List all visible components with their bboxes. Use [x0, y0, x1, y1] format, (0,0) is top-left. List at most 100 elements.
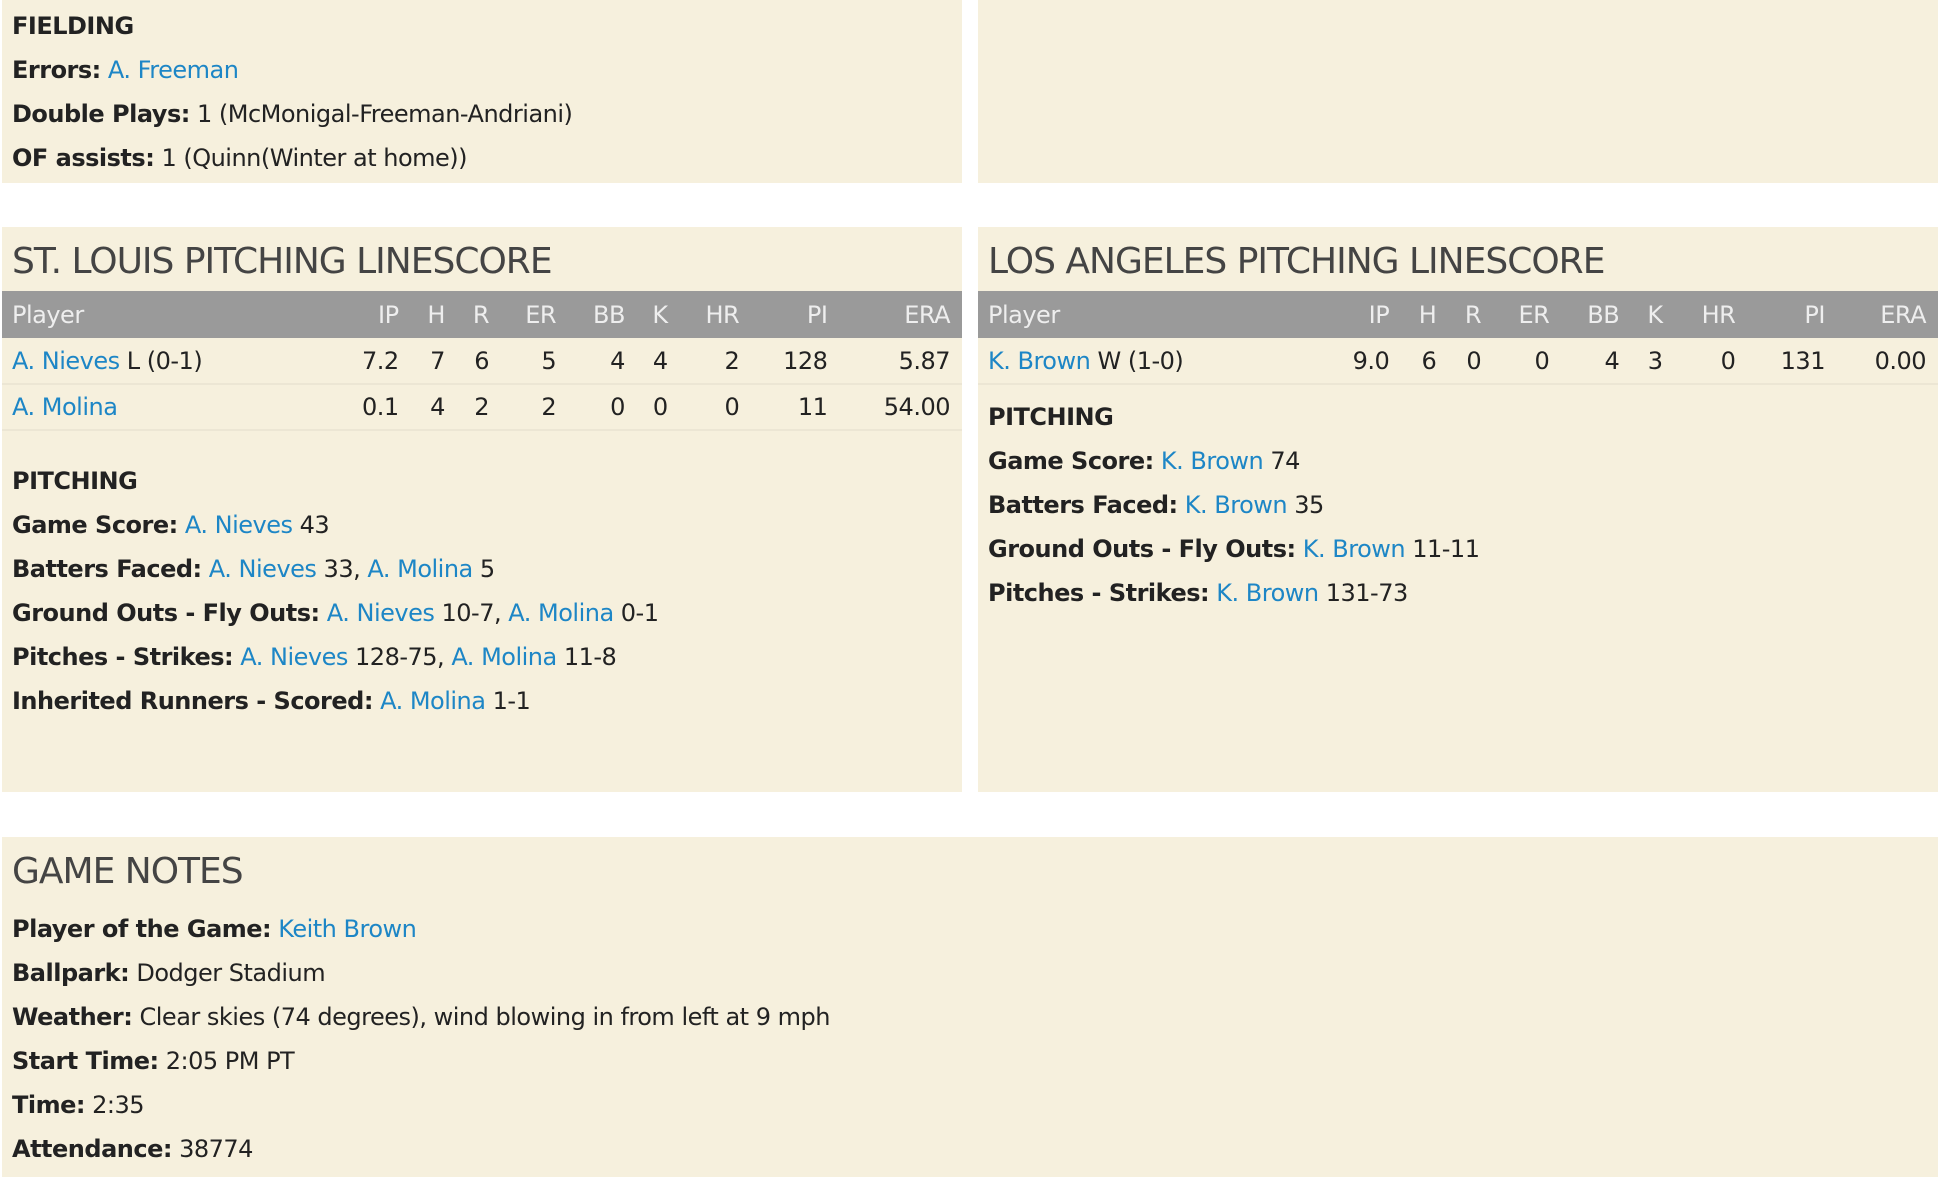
column-header: K: [636, 291, 680, 338]
player-link[interactable]: A. Molina: [451, 643, 557, 671]
stat-label: Pitches - Strikes:: [988, 579, 1210, 607]
stl-pitching-table: Player IP H R ER BB K HR PI ERA A. Nieves L (0-1) 7…: [2, 291, 962, 431]
stat-cell: 5: [501, 338, 569, 385]
stat-label: Ground Outs - Fly Outs:: [12, 599, 320, 627]
stat-value: Dodger Stadium: [136, 959, 326, 987]
column-header: PI: [1747, 291, 1837, 338]
column-header: H: [410, 291, 457, 338]
notes-title: GAME NOTES: [12, 851, 244, 892]
stat-line: OF assists: 1 (Quinn(Winter at home)): [2, 136, 962, 180]
stat-cell: 9.0: [1323, 338, 1402, 385]
stat-cell: 0.00: [1836, 338, 1938, 385]
stat-line: Ballpark: Dodger Stadium: [2, 951, 1938, 995]
player-link[interactable]: K. Brown: [1216, 579, 1319, 607]
stat-cell: 2: [456, 384, 502, 431]
player-link[interactable]: A. Molina: [367, 555, 473, 583]
stat-label: Double Plays:: [12, 100, 190, 128]
stat-cell: 7: [410, 338, 457, 385]
column-header: R: [456, 291, 502, 338]
stat-cell: 0: [1493, 338, 1562, 385]
stat-cell: 128: [751, 338, 840, 385]
stat-line: Game Score: K. Brown 74: [978, 439, 1938, 483]
player-link[interactable]: A. Molina: [508, 599, 614, 627]
stat-value: 0-1: [613, 599, 659, 627]
stat-cell: 0: [679, 384, 752, 431]
stat-cell: 131: [1747, 338, 1837, 385]
fielding-heading: FIELDING: [12, 12, 134, 40]
stat-value: 128-75,: [347, 643, 452, 671]
stat-value: Clear skies (74 degrees), wind blowing i…: [139, 1003, 831, 1031]
stat-value: 33,: [316, 555, 368, 583]
la-pitching-heading: PITCHING: [988, 403, 1114, 431]
stat-cell: 5.87: [839, 338, 962, 385]
stat-value: 1 (Quinn(Winter at home)): [161, 144, 468, 172]
player-link[interactable]: Keith Brown: [278, 915, 417, 943]
stat-cell: 4: [410, 384, 457, 431]
player-link[interactable]: K. Brown: [1184, 491, 1288, 519]
stl-title: ST. LOUIS PITCHING LINESCORE: [12, 241, 553, 282]
column-header: H: [1401, 291, 1449, 338]
stat-value: 11-11: [1405, 535, 1480, 563]
player-link[interactable]: K. Brown: [1302, 535, 1406, 563]
stat-value: 11-8: [556, 643, 617, 671]
column-header: Player: [978, 291, 1324, 338]
player-link[interactable]: K. Brown: [1160, 447, 1264, 475]
player-link[interactable]: A. Molina: [380, 687, 486, 715]
la-pitching-panel: LOS ANGELES PITCHING LINESCORE Player IP H…: [978, 227, 1938, 792]
stat-cell: 2: [501, 384, 569, 431]
stat-label: Ballpark:: [12, 959, 130, 987]
column-header: K: [1631, 291, 1675, 338]
stat-line: Batters Faced: A. Nieves 33, A. Molina 5: [2, 547, 962, 591]
stat-value: 2:05 PM PT: [165, 1047, 295, 1075]
column-header: Player: [2, 291, 335, 338]
player-link[interactable]: K. Brown: [988, 346, 1091, 375]
column-header: ERA: [1836, 291, 1938, 338]
stat-value: 131-73: [1318, 579, 1409, 607]
column-header: R: [1448, 291, 1494, 338]
stat-cell: 11: [751, 384, 840, 431]
stat-value: 74: [1263, 447, 1300, 475]
stat-label: Start Time:: [12, 1047, 159, 1075]
stat-value: 2:35: [92, 1091, 145, 1119]
player-link[interactable]: A. Molina: [12, 393, 118, 421]
player-cell: A. Nieves L (0-1): [2, 338, 335, 385]
stat-label: OF assists:: [12, 144, 155, 172]
stat-label: Errors:: [12, 56, 101, 84]
stat-line: Start Time: 2:05 PM PT: [2, 1039, 1938, 1083]
column-header: HR: [679, 291, 752, 338]
la-title: LOS ANGELES PITCHING LINESCORE: [988, 241, 1605, 282]
player-link[interactable]: A. Nieves: [326, 599, 435, 627]
stat-value: 35: [1287, 491, 1324, 519]
fielding-panel: FIELDING Errors: A. Freeman Double Plays:…: [2, 0, 962, 183]
stat-line: Pitches - Strikes: A. Nieves 128-75, A. …: [2, 635, 962, 679]
player-link[interactable]: A. Nieves: [208, 555, 317, 583]
column-header: IP: [334, 291, 411, 338]
player-link[interactable]: A. Nieves: [12, 346, 120, 375]
stat-cell: 4: [636, 338, 680, 385]
stat-label: Pitches - Strikes:: [12, 643, 234, 671]
stat-line: Double Plays: 1 (McMonigal-Freeman-Andri…: [2, 92, 962, 136]
stat-cell: 2: [679, 338, 752, 385]
stat-line: Player of the Game: Keith Brown: [2, 907, 1938, 951]
pitcher-row: A. Molina 0.1 4 2 2 0 0 0 11 54.00: [2, 384, 962, 431]
stat-cell: 0: [636, 384, 680, 431]
column-header: BB: [1561, 291, 1632, 338]
stat-label: Batters Faced:: [12, 555, 202, 583]
player-link[interactable]: A. Nieves: [240, 643, 348, 671]
stat-cell: 0: [1448, 338, 1494, 385]
stat-value: 38774: [179, 1135, 253, 1163]
la-pitching-table: Player IP H R ER BB K HR PI ERA K. Brown W (1-0) 9.…: [978, 291, 1938, 385]
stat-line: Ground Outs - Fly Outs: A. Nieves 10-7, …: [2, 591, 962, 635]
stat-cell: 0: [568, 384, 637, 431]
player-link[interactable]: A. Freeman: [107, 56, 239, 84]
stat-line: Game Score: A. Nieves 43: [2, 503, 962, 547]
stl-pitching-panel: ST. LOUIS PITCHING LINESCORE Player IP H R E…: [2, 227, 962, 792]
stat-line: Inherited Runners - Scored: A. Molina 1-…: [2, 679, 962, 723]
column-header: ER: [1493, 291, 1562, 338]
stat-line: Errors: A. Freeman: [2, 48, 962, 92]
player-link[interactable]: A. Nieves: [184, 511, 293, 539]
stat-value: 1 (McMonigal-Freeman-Andriani): [196, 100, 573, 128]
column-header: BB: [568, 291, 637, 338]
stat-label: Attendance:: [12, 1135, 172, 1163]
stat-label: Player of the Game:: [12, 915, 272, 943]
